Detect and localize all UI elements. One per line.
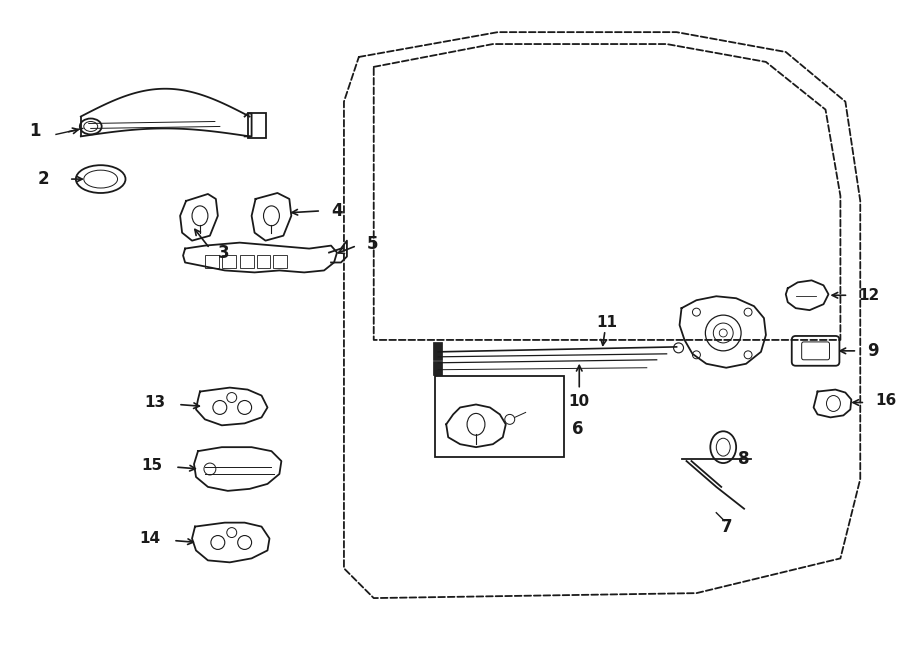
Text: 7: 7	[720, 518, 732, 536]
Text: 3: 3	[218, 244, 230, 261]
Bar	[205, 255, 219, 269]
Text: 16: 16	[875, 393, 896, 408]
Text: 13: 13	[144, 395, 166, 410]
Bar	[221, 255, 236, 269]
Text: 15: 15	[141, 457, 162, 473]
Text: 6: 6	[572, 420, 584, 438]
Bar	[274, 255, 287, 269]
Text: 9: 9	[868, 342, 878, 360]
Bar	[433, 361, 442, 375]
Text: 2: 2	[38, 170, 49, 188]
Bar	[436, 375, 564, 457]
Text: 11: 11	[597, 314, 617, 330]
Bar	[433, 342, 442, 359]
Bar	[256, 255, 271, 269]
Bar	[239, 255, 254, 269]
Text: 12: 12	[859, 288, 879, 303]
Text: 10: 10	[569, 394, 590, 409]
Text: 5: 5	[367, 234, 378, 253]
Text: 8: 8	[738, 450, 750, 468]
Bar	[248, 113, 266, 138]
Text: 14: 14	[140, 531, 160, 546]
Text: 4: 4	[331, 202, 343, 220]
Text: 1: 1	[30, 122, 41, 140]
